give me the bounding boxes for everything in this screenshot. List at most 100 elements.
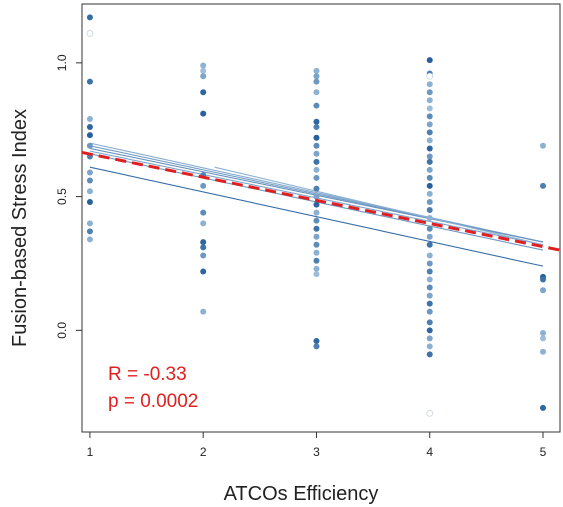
- data-point-79: [426, 241, 433, 248]
- data-point-68: [426, 153, 433, 160]
- data-point-60: [426, 89, 433, 96]
- data-point-86: [426, 300, 433, 307]
- x-axis: 1 2 3 4 5: [87, 432, 547, 459]
- data-point-24: [200, 239, 207, 246]
- data-point-21: [200, 182, 207, 189]
- data-point-50: [313, 249, 320, 256]
- data-point-5: [86, 132, 93, 139]
- data-point-46: [313, 217, 320, 224]
- data-point-12: [86, 220, 93, 227]
- plot-border: [81, 3, 561, 433]
- data-point-37: [313, 142, 320, 149]
- data-point-28: [200, 308, 207, 315]
- data-point-49: [313, 241, 320, 248]
- data-point-80: [426, 252, 433, 259]
- data-point-67: [426, 145, 433, 152]
- data-point-39: [313, 158, 320, 165]
- data-point-75: [426, 206, 433, 213]
- data-point-0: [86, 14, 93, 21]
- data-point-51: [313, 257, 320, 264]
- data-point-48: [313, 233, 320, 240]
- data-point-89: [426, 327, 433, 334]
- data-point-83: [426, 276, 433, 283]
- data-point-22: [200, 209, 207, 216]
- x-tick-label-0: 1: [87, 445, 94, 459]
- data-point-41: [313, 174, 320, 181]
- data-point-6: [86, 142, 93, 149]
- data-point-72: [426, 182, 433, 189]
- data-point-26: [200, 252, 207, 259]
- data-point-43: [313, 193, 320, 200]
- data-point-53: [313, 271, 320, 278]
- data-point-42: [313, 185, 320, 192]
- data-point-9: [86, 177, 93, 184]
- data-point-95: [540, 182, 547, 189]
- data-point-101: [540, 348, 547, 355]
- y-tick-label-1: 0.5: [55, 188, 69, 205]
- data-point-66: [426, 137, 433, 144]
- data-point-23: [200, 220, 207, 227]
- data-point-90: [426, 335, 433, 342]
- data-point-61: [426, 97, 433, 104]
- data-point-102: [540, 404, 547, 411]
- y-axis: 0.0 0.5 1.0: [55, 54, 82, 339]
- fit-line-6: [214, 166, 544, 246]
- data-point-10: [86, 188, 93, 195]
- data-point-15: [200, 62, 207, 69]
- data-point-93: [426, 409, 434, 417]
- data-point-92: [426, 351, 433, 358]
- data-point-62: [426, 105, 433, 112]
- data-point-71: [426, 174, 433, 181]
- points-group: [86, 14, 547, 417]
- data-point-34: [313, 118, 320, 125]
- data-point-99: [540, 330, 547, 337]
- data-point-32: [313, 89, 320, 96]
- data-point-82: [426, 268, 433, 275]
- data-point-73: [426, 190, 433, 197]
- data-point-36: [313, 134, 320, 141]
- data-point-35: [313, 124, 320, 131]
- data-point-45: [313, 209, 320, 216]
- data-point-25: [200, 244, 207, 251]
- plot-frame: [81, 3, 561, 433]
- data-point-87: [426, 308, 433, 315]
- data-point-81: [426, 260, 433, 267]
- data-point-40: [313, 166, 320, 173]
- data-point-17: [200, 73, 207, 80]
- data-point-59: [426, 81, 433, 88]
- fit-line-5: [89, 166, 544, 267]
- data-point-97: [540, 276, 547, 283]
- data-point-100: [540, 335, 547, 342]
- data-point-8: [86, 169, 93, 176]
- y-tick-label-2: 1.0: [55, 54, 69, 71]
- data-point-76: [426, 215, 433, 221]
- y-axis-title: Fusion-based Stress Index: [9, 109, 31, 347]
- data-point-33: [313, 102, 320, 109]
- x-tick-label-1: 2: [200, 445, 207, 459]
- x-tick-label-2: 3: [313, 445, 320, 459]
- overall-fit-line: [81, 150, 561, 252]
- data-point-91: [426, 343, 433, 350]
- data-point-58: [426, 72, 434, 80]
- data-point-47: [313, 225, 320, 232]
- data-point-27: [200, 268, 207, 275]
- data-point-2: [86, 78, 93, 85]
- data-point-77: [426, 225, 433, 232]
- data-point-65: [426, 129, 433, 136]
- x-tick-label-4: 5: [540, 445, 547, 459]
- data-point-78: [426, 233, 433, 240]
- data-point-31: [313, 78, 320, 85]
- data-point-18: [200, 89, 207, 96]
- data-point-52: [313, 265, 320, 272]
- data-point-55: [313, 343, 320, 350]
- data-point-84: [426, 284, 433, 291]
- y-tick-label-0: 0.0: [55, 322, 69, 339]
- annotation-r: R = -0.33: [108, 364, 187, 385]
- data-point-16: [200, 67, 207, 74]
- data-point-88: [426, 319, 433, 326]
- x-axis-title: ATCOs Efficiency: [224, 483, 379, 505]
- data-point-29: [313, 67, 320, 74]
- data-point-56: [426, 57, 433, 64]
- data-point-14: [86, 236, 93, 243]
